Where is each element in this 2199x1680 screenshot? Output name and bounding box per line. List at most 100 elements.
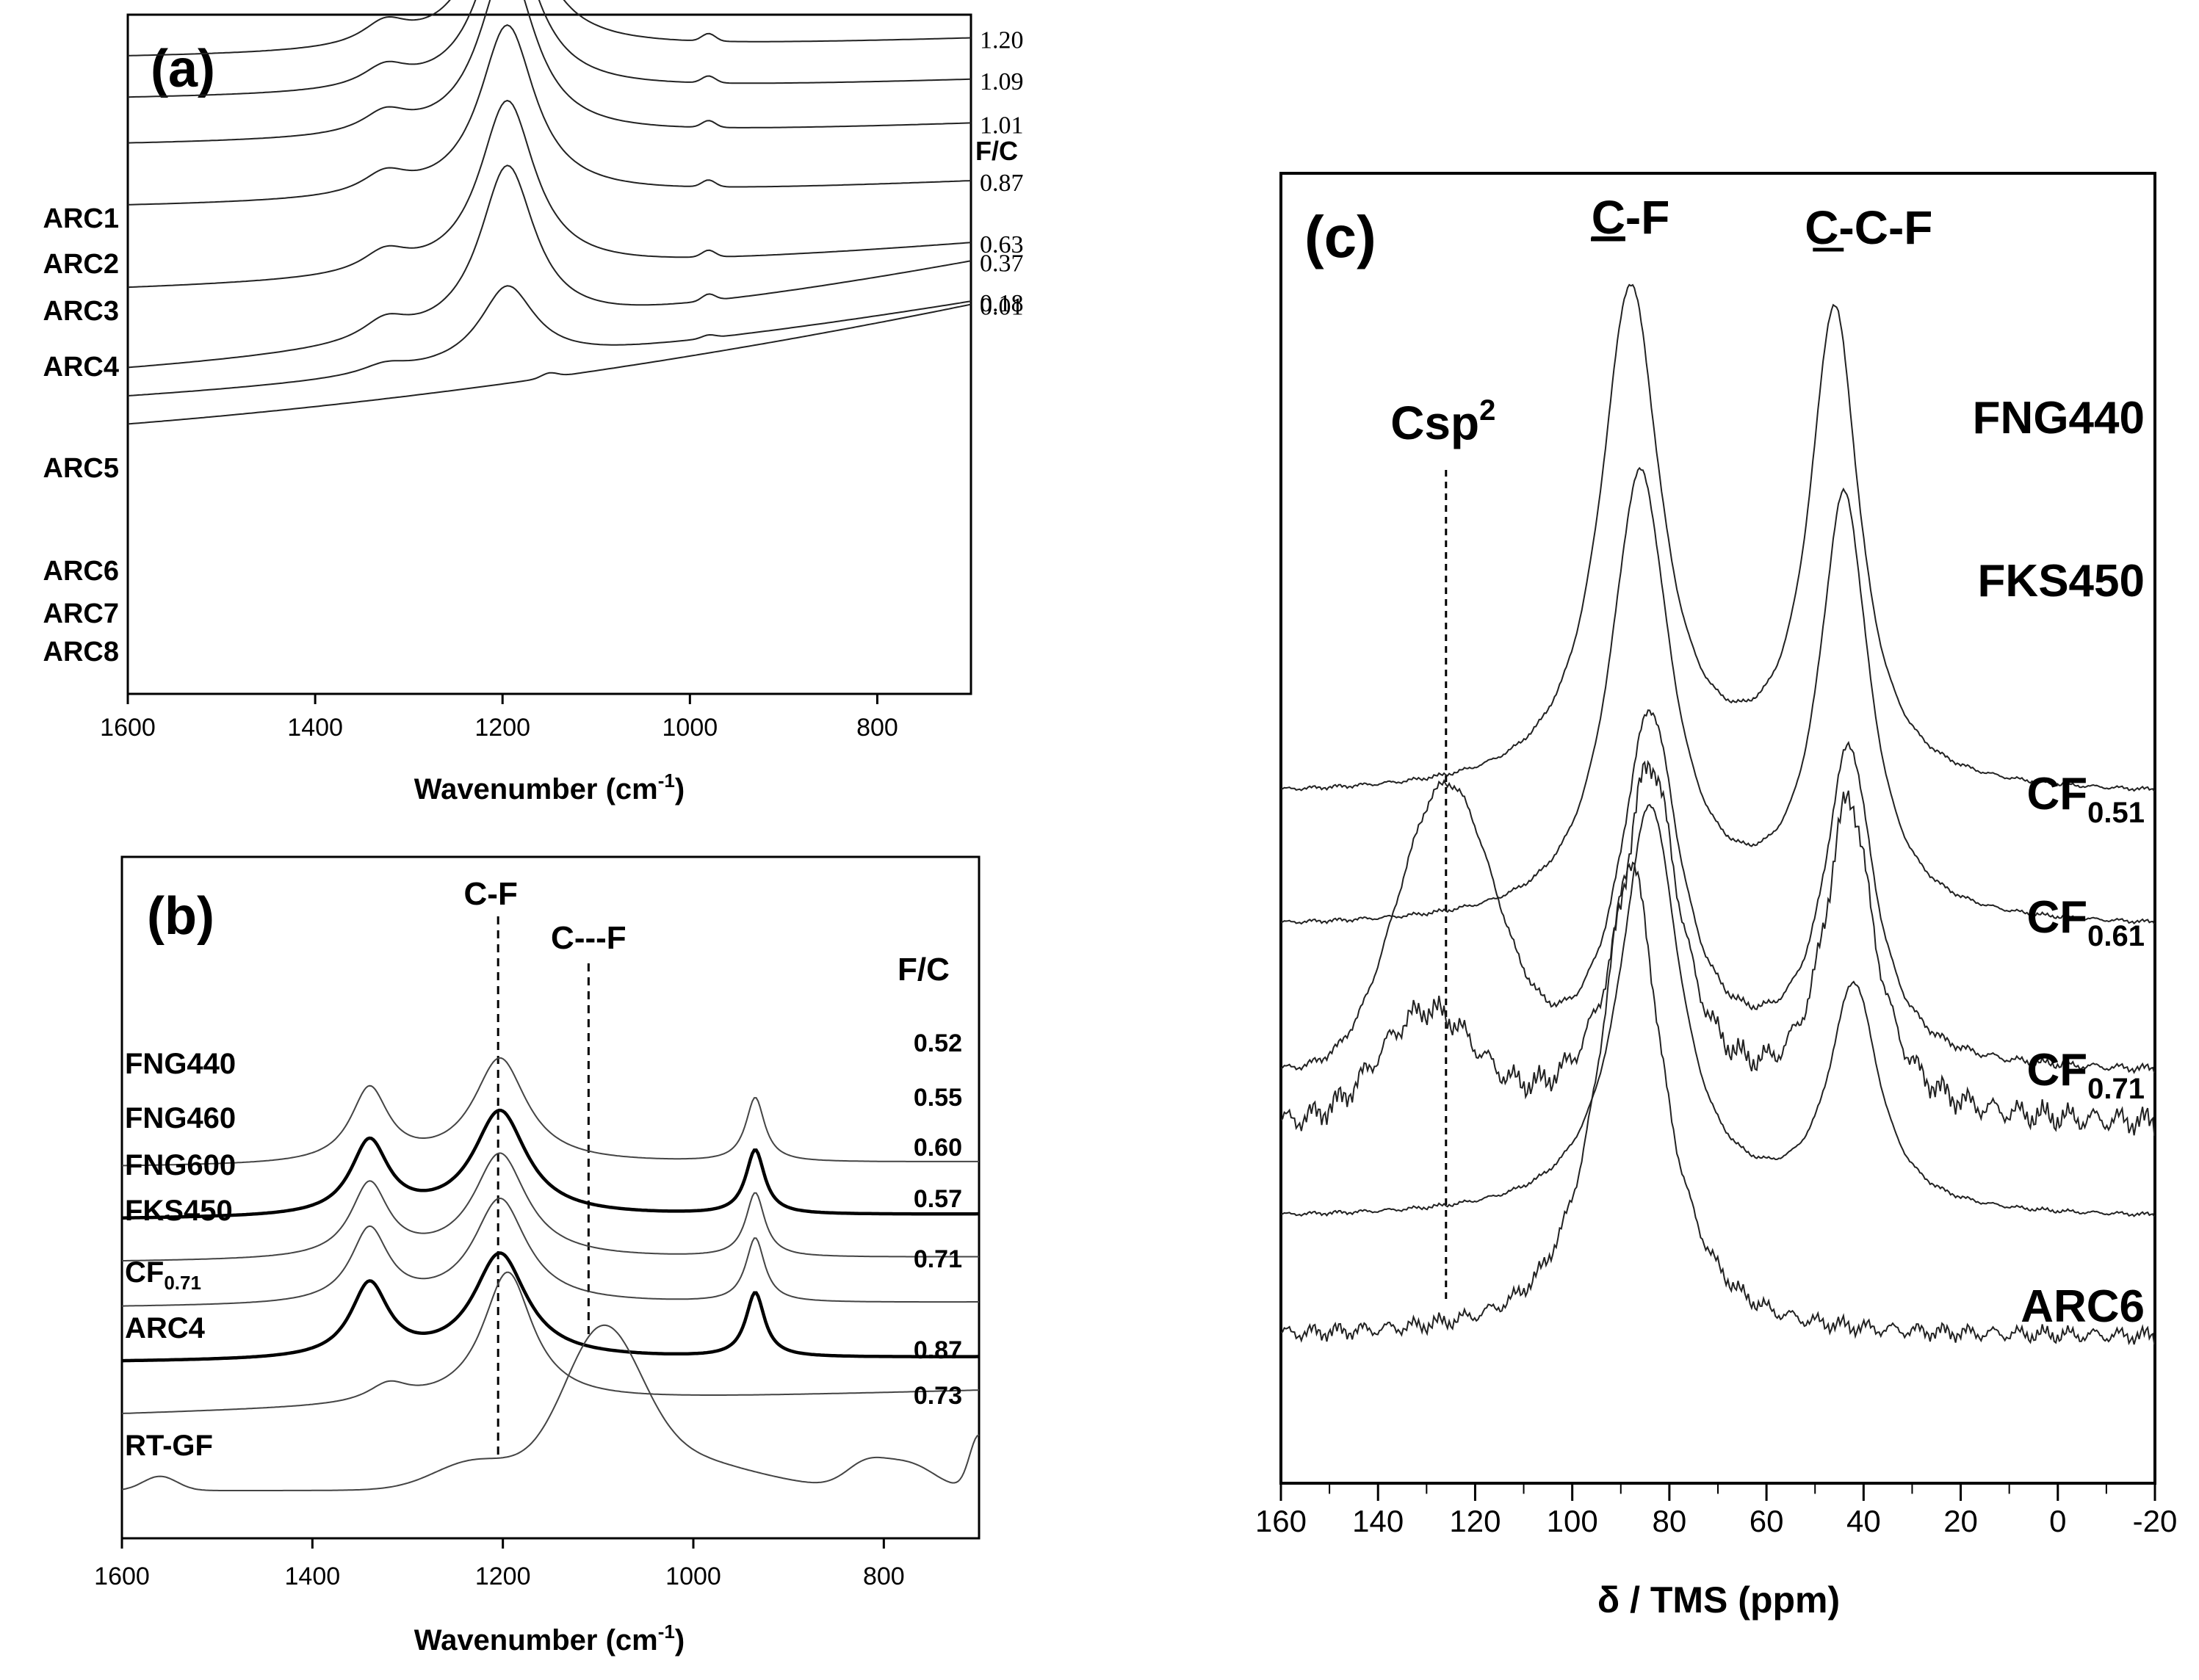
series-label-fng440: FNG440 (1973, 393, 2145, 443)
series-label-rt-gf: RT-GF (125, 1430, 213, 1462)
series-label-subscript: 0.71 (164, 1272, 201, 1294)
series-label-arc8: ARC8 (43, 637, 119, 667)
series-line-fng440 (122, 1057, 979, 1167)
series-label-text: FNG600 (125, 1149, 236, 1181)
series-line-arc6 (1280, 861, 2156, 1346)
ratio-label-arc3: 1.01 (980, 112, 1024, 139)
series-label-text: FNG440 (1973, 393, 2145, 443)
series-label-arc6: ARC6 (2021, 1281, 2145, 1332)
series-label-text: ARC6 (2021, 1281, 2145, 1332)
x-tick-label: 800 (856, 714, 898, 742)
series-label-arc3: ARC3 (43, 296, 119, 327)
series-label-text: CF (2026, 892, 2087, 943)
x-tick-label: 1400 (287, 714, 343, 742)
annotation-rest: -F (1625, 191, 1669, 244)
series-line-arc1 (127, 0, 972, 57)
series-label-arc4: ARC4 (125, 1312, 206, 1344)
panel-a-label: (a) (151, 40, 215, 98)
x-tick-label: 0 (2049, 1504, 2066, 1538)
series-label-subscript: 0.51 (2087, 797, 2145, 829)
ratio-label-fks450: 0.57 (914, 1185, 962, 1213)
panel-c-x-label: δ / TMS (ppm) (1597, 1579, 1840, 1621)
panel-b: (b) F/C 1600 1400 1200 1000 800 C-F C---F FNG… (94, 855, 981, 1657)
annotation-label-c-f: C-F (1592, 191, 1670, 244)
ratio-label-arc4: 0.87 (914, 1336, 962, 1364)
series-line-fng460 (122, 1108, 979, 1220)
series-label-fng600: FNG600 (125, 1149, 236, 1181)
series-line-arc7 (127, 285, 972, 397)
annotation-label: C---F (551, 920, 627, 956)
series-label-text: FNG460 (125, 1102, 236, 1134)
panel-c: (c) 160 140 120 100 80 60 40 20 0 -20 C-F C-C-FCsp… (1255, 172, 2177, 1621)
series-label-text: FKS450 (125, 1195, 233, 1227)
panel-b-ratio-header: F/C (898, 952, 950, 988)
series-label-subscript: 0.71 (2087, 1073, 2145, 1105)
series-label-arc2: ARC2 (43, 249, 119, 280)
x-tick-label: 60 (1750, 1504, 1784, 1538)
panel-a-frame (126, 13, 972, 695)
panel-b-x-ticks: 1600 1400 1200 1000 800 (94, 1538, 905, 1590)
panel-c-label: (c) (1304, 204, 1376, 269)
series-label-fks450: FKS450 (1978, 556, 2145, 607)
panel-c-x-ticks: 160 140 120 100 80 60 40 20 0 -20 (1255, 1483, 2177, 1538)
annotation-rest: -C-F (1838, 201, 1932, 254)
annotation-text: Csp (1390, 397, 1479, 449)
series-label-fng440: FNG440 (125, 1048, 236, 1080)
series-label-fng460: FNG460 (125, 1102, 236, 1134)
panel-b-frame (120, 855, 981, 1540)
series-line-fks450 (1280, 466, 2156, 925)
series-line-arc2 (127, 0, 972, 98)
series-line-cf (122, 1251, 979, 1363)
panel-b-annotations: C-F C---F (464, 876, 627, 1458)
panel-b-label: (b) (147, 887, 214, 946)
x-tick-label: 80 (1653, 1504, 1687, 1538)
series-line-arc5 (127, 99, 972, 289)
panel-a: (a) F/C 1600 1400 1200 1000 800 ARC1 1.20 ARC2… (43, 0, 1024, 805)
ratio-label-fng460: 0.55 (914, 1084, 962, 1112)
ratio-label-arc7: 0.18 (980, 290, 1024, 317)
x-tick-label: 100 (1547, 1504, 1598, 1538)
series-label-text: CF (2026, 1045, 2087, 1096)
annotation-label-c-c-f: C-C-F (1805, 201, 1932, 254)
series-line-fks450 (122, 1197, 979, 1307)
series-line-arc6 (127, 164, 972, 369)
panel-a-series: ARC1 1.20 ARC2 1.09 ARC3 1.01 ARC4 0.87 ARC5 0.63… (43, 0, 1024, 667)
series-line-cf0.61 (1280, 759, 2156, 1137)
ratio-label-fng440: 0.52 (914, 1029, 962, 1057)
series-line-rt-gf (121, 1324, 980, 1491)
series-label-fks450: FKS450 (125, 1195, 233, 1227)
ratio-label-arc1: 1.20 (980, 27, 1024, 54)
panel-a-x-ticks: 1600 1400 1200 1000 800 (100, 694, 898, 742)
series-label-arc1: ARC1 (43, 203, 119, 234)
series-label-cf0.61: CF0.61 (2026, 892, 2145, 952)
x-tick-label: -20 (2133, 1504, 2178, 1538)
x-tick-label: 800 (863, 1563, 905, 1590)
series-label-arc6: ARC6 (43, 556, 119, 587)
series-label-text: FKS450 (1978, 556, 2145, 607)
series-label-arc4: ARC4 (43, 352, 119, 383)
series-line-cf0.51 (1280, 709, 2156, 1074)
annotation-label: C-F (464, 876, 518, 912)
x-tick-label: 160 (1255, 1504, 1307, 1538)
x-tick-label: 40 (1846, 1504, 1881, 1538)
annotation-label-csp2: Csp2 (1390, 394, 1495, 449)
series-label-text: RT-GF (125, 1430, 213, 1462)
x-tick-label: 20 (1943, 1504, 1978, 1538)
panel-a-x-label: Wavenumber (cm-1) (414, 770, 685, 805)
panel-b-series: FNG440 0.52 FNG460 0.55 FNG600 0.60 FKS450 0.57… (121, 1029, 980, 1491)
series-line-arc4 (121, 1271, 980, 1414)
x-tick-label: 1600 (100, 714, 156, 742)
series-label-cf0.51: CF0.51 (2026, 769, 2145, 829)
series-label-subscript: 0.61 (2087, 920, 2145, 952)
ratio-label-cf: 0.71 (914, 1245, 962, 1273)
series-label-cf: CF0.71 (125, 1256, 201, 1294)
x-tick-label: 120 (1449, 1504, 1501, 1538)
series-line-arc8 (127, 303, 972, 425)
x-tick-label: 1600 (94, 1563, 150, 1590)
x-tick-label: 1200 (475, 1563, 531, 1590)
series-label-arc7: ARC7 (43, 598, 119, 629)
series-label-arc5: ARC5 (43, 453, 119, 484)
ratio-label-arc2: 1.09 (980, 68, 1024, 95)
series-label-text: FNG440 (125, 1048, 236, 1080)
